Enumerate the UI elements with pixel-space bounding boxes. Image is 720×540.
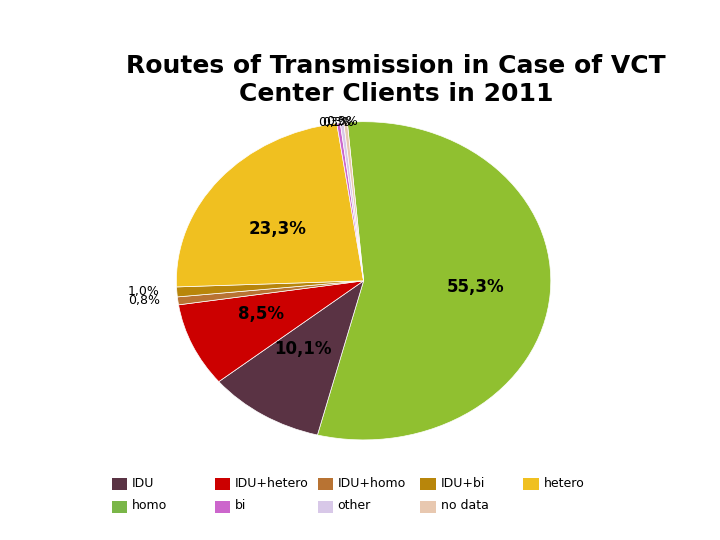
- Text: no data: no data: [441, 500, 488, 512]
- Text: 23,3%: 23,3%: [248, 220, 306, 238]
- Wedge shape: [179, 281, 364, 382]
- Wedge shape: [318, 122, 551, 440]
- Wedge shape: [337, 123, 364, 281]
- Text: 1,0%: 1,0%: [127, 286, 159, 299]
- Text: IDU+hetero: IDU+hetero: [235, 477, 308, 490]
- Wedge shape: [343, 122, 364, 281]
- Wedge shape: [176, 123, 364, 287]
- Text: 0,3%: 0,3%: [326, 116, 359, 129]
- Wedge shape: [341, 123, 364, 281]
- Text: 10,1%: 10,1%: [274, 340, 332, 358]
- Wedge shape: [176, 281, 364, 297]
- Text: other: other: [338, 500, 371, 512]
- Text: homo: homo: [132, 500, 167, 512]
- Text: bi: bi: [235, 500, 246, 512]
- Text: 0,3%: 0,3%: [322, 116, 354, 129]
- Text: 0,8%: 0,8%: [128, 294, 161, 307]
- Wedge shape: [177, 281, 364, 305]
- Text: IDU+bi: IDU+bi: [441, 477, 485, 490]
- Text: IDU: IDU: [132, 477, 154, 490]
- Text: 0,3%: 0,3%: [318, 116, 350, 129]
- Text: IDU+homo: IDU+homo: [338, 477, 406, 490]
- Text: Routes of Transmission in Case of VCT
Center Clients in 2011: Routes of Transmission in Case of VCT Ce…: [126, 54, 666, 106]
- Text: hetero: hetero: [544, 477, 585, 490]
- Text: 55,3%: 55,3%: [446, 278, 505, 296]
- Text: 8,5%: 8,5%: [238, 305, 284, 323]
- Wedge shape: [219, 281, 364, 435]
